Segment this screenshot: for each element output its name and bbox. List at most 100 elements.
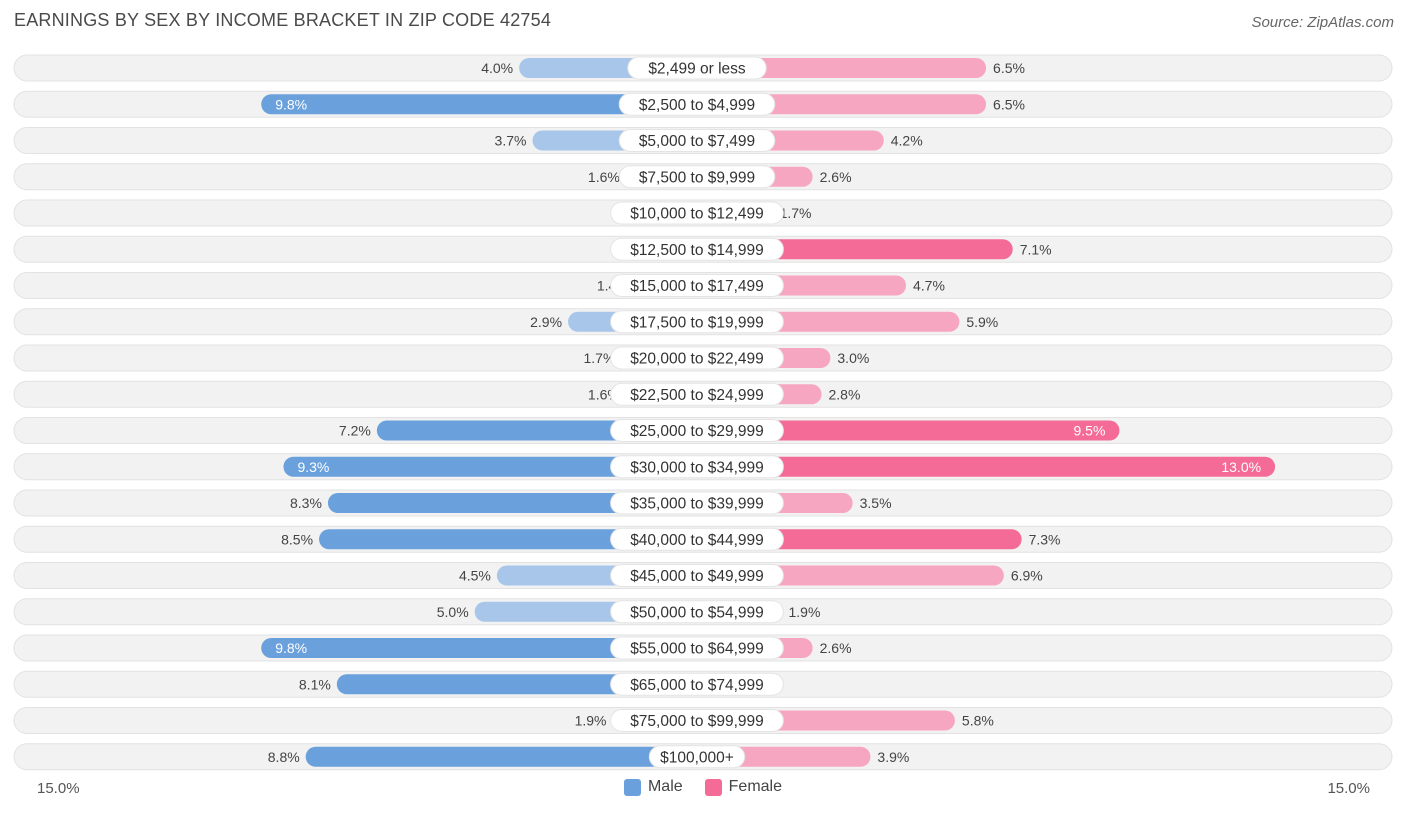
category-pill xyxy=(618,92,776,116)
category-pill xyxy=(610,201,784,225)
bar-row: 1.6% 2.6% $7,500 to $9,999 xyxy=(13,163,1393,191)
bar-row: 9.3% 13.0% $30,000 to $34,999 xyxy=(13,453,1393,481)
value-label-female: 7.1% xyxy=(1020,241,1052,257)
category-label: $10,000 to $12,499 xyxy=(630,206,764,223)
category-pill xyxy=(610,237,784,261)
value-label-male: 4.0% xyxy=(481,60,513,76)
category-label: $20,000 to $22,499 xyxy=(630,351,764,368)
category-pill xyxy=(610,346,784,370)
category-label: $2,500 to $4,999 xyxy=(639,97,755,114)
bar-male xyxy=(261,94,697,115)
legend-item-female[interactable]: Female xyxy=(704,778,783,796)
category-pill xyxy=(610,491,784,515)
legend-item-male[interactable]: Male xyxy=(623,778,683,796)
value-label-female: 2.8% xyxy=(829,386,861,402)
category-label: $5,000 to $7,499 xyxy=(639,133,755,150)
value-label-male: 7.2% xyxy=(339,423,371,439)
value-label-male: 8.8% xyxy=(268,749,300,765)
category-label: $7,500 to $9,999 xyxy=(639,169,755,186)
legend: Male Female xyxy=(0,778,1406,796)
bar-row: 1.9% 5.8% $75,000 to $99,999 xyxy=(13,707,1393,734)
bar-row: 7.2% 9.5% $25,000 to $29,999 xyxy=(13,417,1393,444)
category-label: $75,000 to $99,999 xyxy=(630,713,764,730)
value-label-female: 2.6% xyxy=(820,169,852,185)
value-label-female: 3.0% xyxy=(837,350,869,366)
category-label: $2,499 or less xyxy=(648,61,746,78)
category-pill xyxy=(610,672,784,696)
category-label: $12,500 to $14,999 xyxy=(630,242,764,259)
category-label: $55,000 to $64,999 xyxy=(630,641,764,658)
value-label-female: 7.3% xyxy=(1029,531,1061,547)
chart-title: EARNINGS BY SEX BY INCOME BRACKET IN ZIP… xyxy=(14,10,552,30)
bar-row: 9.8% 2.6% $55,000 to $64,999 xyxy=(13,634,1393,662)
value-label-female: 5.8% xyxy=(962,713,994,729)
bar-row: 1.1%1.7%$10,000 to $12,499 xyxy=(13,199,1393,227)
category-pill xyxy=(610,382,784,406)
bar-row: 4.0% 6.5% $2,499 or less xyxy=(13,54,1393,82)
category-pill xyxy=(610,455,784,479)
bar-row: 8.8% 3.9% $100,000+ xyxy=(13,743,1393,771)
category-pill xyxy=(610,527,784,551)
bar-row: 3.7% 4.2% $5,000 to $7,499 xyxy=(13,127,1393,154)
bar-female xyxy=(697,58,987,78)
value-label-male: 1.6% xyxy=(588,169,620,185)
bar-row: 8.1%0.8%$65,000 to $74,999 xyxy=(13,670,1393,698)
value-label-male: 9.8% xyxy=(275,640,307,656)
bar-male xyxy=(261,638,697,658)
value-label-female: 13.0% xyxy=(1221,459,1261,475)
value-label-female: 9.5% xyxy=(1074,423,1106,439)
category-label: $15,000 to $17,499 xyxy=(630,278,764,295)
value-label-female: 4.2% xyxy=(891,133,923,149)
bar-row: 8.5% 7.3% $40,000 to $44,999 xyxy=(13,525,1393,553)
bar-male xyxy=(327,493,697,513)
value-label-male: 9.3% xyxy=(297,459,329,475)
category-label: $65,000 to $74,999 xyxy=(630,677,764,694)
value-label-female: 3.5% xyxy=(860,495,892,511)
bar-male xyxy=(283,456,697,477)
bar-row: 8.3% 3.5% $35,000 to $39,999 xyxy=(13,489,1393,517)
bar-male xyxy=(319,529,697,550)
category-label: $40,000 to $44,999 xyxy=(630,532,764,549)
bar-female xyxy=(697,456,1276,477)
value-label-male: 8.3% xyxy=(290,495,322,511)
axis-right-label: 15.0% xyxy=(1327,780,1370,797)
category-pill xyxy=(610,709,784,732)
bar-row: 1.4%4.7%$15,000 to $17,499 xyxy=(13,272,1393,299)
value-label-male: 9.8% xyxy=(275,96,307,112)
value-label-male: 5.0% xyxy=(437,604,469,620)
category-pill xyxy=(610,636,784,660)
chart-plot: 4.0% 6.5% $2,499 or less 9.8% 6.5% $2,500 to … xyxy=(13,54,1393,771)
value-label-male: 8.5% xyxy=(281,531,313,547)
category-pill xyxy=(610,600,784,624)
value-label-female: 6.5% xyxy=(993,60,1025,76)
category-pill xyxy=(610,274,784,297)
axis-left-label: 15.0% xyxy=(37,780,80,797)
bar-row: 4.5% 6.9% $45,000 to $49,999 xyxy=(13,562,1393,589)
bar-row: 1.7% 3.0% $20,000 to $22,499 xyxy=(13,344,1393,372)
value-label-male: 1.7% xyxy=(583,350,615,366)
bar-row: 0.78%7.1%$12,500 to $14,999 xyxy=(13,235,1393,263)
value-label-male: 2.9% xyxy=(530,314,562,330)
category-label: $50,000 to $54,999 xyxy=(630,604,764,621)
legend-label-male: Male xyxy=(647,778,683,795)
category-pill xyxy=(610,564,784,587)
bar-row: 9.8% 6.5% $2,500 to $4,999 xyxy=(13,90,1393,118)
category-label: $35,000 to $39,999 xyxy=(630,496,764,513)
legend-swatch-male xyxy=(623,778,641,796)
category-pill xyxy=(610,310,784,334)
source-label: Source: ZipAtlas.com xyxy=(1251,14,1394,31)
legend-label-female: Female xyxy=(728,778,783,795)
value-label-male: 4.5% xyxy=(459,568,491,584)
bar-male xyxy=(336,674,697,695)
category-label: $45,000 to $49,999 xyxy=(630,568,764,585)
category-label: $25,000 to $29,999 xyxy=(630,423,764,440)
value-label-female: 1.9% xyxy=(788,604,820,620)
value-label-female: 3.9% xyxy=(877,749,909,765)
category-label: $30,000 to $34,999 xyxy=(630,459,764,476)
bar-row: 2.9% 5.9% $17,500 to $19,999 xyxy=(13,308,1393,336)
category-pill xyxy=(618,129,776,152)
category-label: $100,000+ xyxy=(660,749,734,766)
category-label: $22,500 to $24,999 xyxy=(630,387,764,404)
category-label: $17,500 to $19,999 xyxy=(630,314,764,331)
value-label-male: 3.7% xyxy=(495,133,527,149)
